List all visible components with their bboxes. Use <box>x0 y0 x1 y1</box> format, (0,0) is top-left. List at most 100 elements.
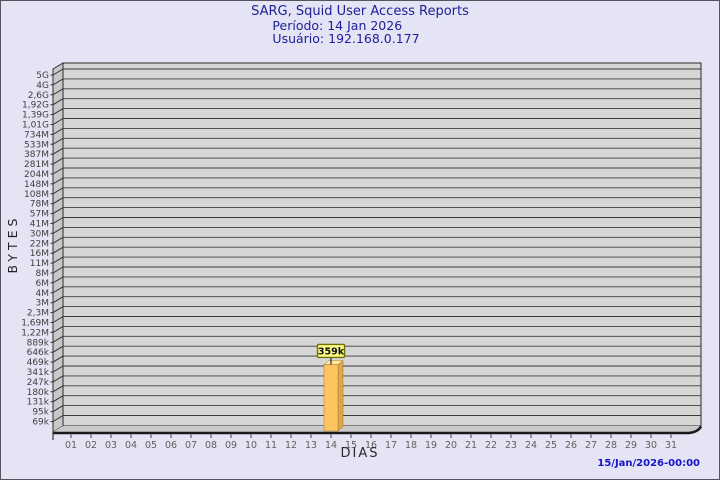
wall-tick-line <box>50 157 64 165</box>
y-tick-label: 22M <box>30 239 49 249</box>
wall-tick-line <box>50 256 64 264</box>
x-tick-label: 07 <box>185 440 197 451</box>
x-tick-label: 05 <box>145 440 157 451</box>
y-axis-title: BYTES <box>5 214 20 274</box>
wall-tick-line <box>50 207 64 215</box>
chart-user: Usuário: 192.168.0.177 <box>272 31 420 46</box>
wall-tick-line <box>50 345 64 353</box>
wall-tick-line <box>50 365 64 373</box>
wall-tick-line <box>50 405 64 413</box>
y-tick-label: 533M <box>24 140 49 150</box>
x-tick-label: 28 <box>605 440 617 451</box>
wall-tick-line <box>50 296 64 304</box>
chart-base <box>53 426 701 433</box>
y-tick-label: 30M <box>30 229 49 239</box>
x-tick-label: 12 <box>285 440 297 451</box>
y-tick-label: 1,92G <box>22 101 49 111</box>
x-tick-label: 14 <box>325 440 337 451</box>
x-tick-label: 23 <box>505 440 517 451</box>
y-tick-label: 204M <box>24 170 49 180</box>
chart-plot-face <box>62 62 702 427</box>
bar-side <box>337 359 344 432</box>
x-tick-label: 03 <box>105 440 117 451</box>
wall-tick-line <box>50 137 64 145</box>
x-tick-label: 04 <box>125 440 137 451</box>
wall-tick-line <box>50 246 64 254</box>
wall-tick-line <box>50 276 64 284</box>
x-tick-label: 26 <box>565 440 577 451</box>
y-tick-label: 1,39G <box>22 111 49 121</box>
y-tick-label: 131k <box>27 398 50 408</box>
wall-tick-line <box>50 167 64 175</box>
x-tick-label: 08 <box>205 440 217 451</box>
x-tick-label: 22 <box>485 440 497 451</box>
wall-tick-line <box>50 395 64 403</box>
y-tick-label: 16M <box>30 249 49 259</box>
chart-title: SARG, Squid User Access Reports <box>251 4 469 19</box>
x-tick-label: 30 <box>645 440 657 451</box>
y-tick-label: 646k <box>27 348 50 358</box>
wall-tick-line <box>50 385 64 393</box>
wall-tick-line <box>50 415 64 422</box>
y-tick-label: 6M <box>36 279 50 289</box>
wall-tick-line <box>50 375 64 383</box>
report-timestamp: 15/Jan/2026-00:00 <box>597 458 700 469</box>
y-tick-label: 69k <box>32 418 49 428</box>
y-tick-label: 889k <box>27 338 50 348</box>
y-tick-label: 1,69M <box>21 319 49 329</box>
wall-tick-line <box>50 226 64 234</box>
y-tick-label: 8M <box>36 269 50 279</box>
chart-period: Período: 14 Jan 2026 <box>272 18 403 33</box>
y-tick-label: 469k <box>27 358 50 368</box>
y-tick-label: 247k <box>27 378 50 388</box>
wall-tick-line <box>50 355 64 363</box>
wall-tick-line <box>50 98 64 106</box>
wall-tick-line <box>50 108 64 116</box>
base-front-edge <box>53 425 703 435</box>
wall-tick-line <box>50 217 64 224</box>
y-tick-label: 4M <box>36 289 50 299</box>
y-tick-label: 180k <box>27 388 50 398</box>
y-tick-label: 3M <box>36 299 50 309</box>
bar-value-label: 359k <box>318 346 345 357</box>
y-tick-label: 78M <box>30 200 49 210</box>
wall-tick-line <box>50 177 64 185</box>
x-tick-label: 01 <box>65 440 77 451</box>
y-tick-label: 11M <box>30 259 49 269</box>
y-tick-label: 734M <box>24 130 49 140</box>
wall-tick-line <box>50 127 64 135</box>
bar-top <box>323 360 344 365</box>
y-tick-label: 1,22M <box>21 328 49 338</box>
y-tick-label: 1,01G <box>22 121 49 131</box>
wall-tick-line <box>50 325 64 333</box>
wall-tick-line <box>50 88 64 96</box>
x-tick-label: 09 <box>225 440 237 451</box>
x-tick-label: 29 <box>625 440 637 451</box>
x-tick-label: 21 <box>465 440 477 451</box>
wall-tick-line <box>50 266 64 274</box>
x-tick-label: 31 <box>665 440 677 451</box>
x-tick-label: 06 <box>165 440 177 451</box>
wall-tick-line <box>50 187 64 195</box>
y-tick-label: 5G <box>36 71 49 81</box>
x-tick-label: 20 <box>445 440 457 451</box>
x-tick-label: 18 <box>405 440 417 451</box>
bar-front <box>323 364 339 432</box>
x-tick-label: 25 <box>545 440 557 451</box>
y-tick-label: 57M <box>30 210 49 220</box>
wall-tick-line <box>50 147 64 155</box>
x-tick-label: 27 <box>585 440 597 451</box>
y-tick-label: 41M <box>30 220 49 230</box>
y-tick-label: 2,3M <box>27 309 49 319</box>
value-box <box>316 343 346 359</box>
chart-header: SARG, Squid User Access Reports Período:… <box>1 4 719 46</box>
x-tick-label: 17 <box>385 440 397 451</box>
x-tick-label: 19 <box>425 440 437 451</box>
wall-tick-line <box>50 316 64 323</box>
y-tick-label: 108M <box>24 190 49 200</box>
wall-tick-line <box>50 78 64 86</box>
wall-tick-line <box>50 197 64 205</box>
x-tick-label: 16 <box>365 440 377 451</box>
x-tick-label: 24 <box>525 440 537 451</box>
